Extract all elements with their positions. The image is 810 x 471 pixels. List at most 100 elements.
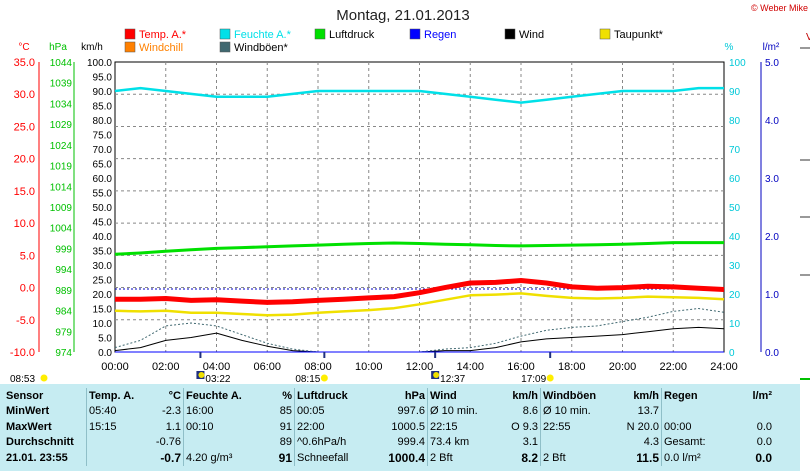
- axis-tick-label: -5.0: [16, 315, 35, 327]
- stats-cell: 1000.5: [391, 420, 425, 433]
- axis-tick-label: 40: [729, 232, 741, 243]
- axis-tick-label: 50: [729, 203, 741, 214]
- legend-label: Temp. A.*: [139, 29, 187, 41]
- legend-swatch: [124, 28, 136, 40]
- x-tick-label: 20:00: [609, 361, 637, 373]
- x-tick-label: 14:00: [456, 361, 484, 373]
- x-tick-label: 24:00: [710, 361, 738, 373]
- stats-header-row: Sensor Temp. A. °C Feuchte A.% Luftdruck hPa W…: [4, 388, 774, 404]
- stats-cell: O 9.3: [511, 420, 538, 433]
- axis-tick-label: 20.0: [14, 154, 35, 166]
- axis-tick-label: 70.0: [93, 145, 113, 156]
- stats-cell: 3.1: [522, 436, 538, 449]
- stats-row: MaxWert 15:15 1.1 00:10 91 22:00 1000.5 22:15 O …: [4, 419, 774, 435]
- axis-tick-label: 2.0: [765, 232, 779, 243]
- axis-tick-label: 0: [729, 348, 735, 359]
- axis-tick-label: 999: [55, 244, 72, 255]
- stats-cell: 00:05: [294, 403, 375, 419]
- axis-tick-label: 40.0: [93, 232, 113, 243]
- stats-cell: 999.4: [397, 436, 425, 449]
- stats-cell: 15:15: [86, 419, 141, 435]
- sun-icon: [40, 374, 48, 382]
- stats-cell: 22:00: [294, 419, 375, 435]
- pressure-axis-unit: hPa: [49, 42, 67, 53]
- stats-cell: Durchschnitt: [6, 436, 74, 449]
- stats-cell: -2.3: [162, 405, 181, 418]
- stats-cell: 16:00: [183, 403, 262, 419]
- series-line-temp-a: [115, 278, 725, 305]
- sun-moon-time: 08:15: [295, 374, 320, 384]
- sun-moon-time: 03:22: [205, 374, 230, 384]
- axis-tick-label: 15.0: [14, 186, 35, 198]
- series-line-taupunkt: [114, 292, 725, 317]
- stats-cell: [661, 403, 728, 419]
- stats-cell: 22:15: [427, 419, 490, 435]
- axis-tick-label: 90.0: [93, 87, 113, 98]
- statistics-panel: Sensor Temp. A. °C Feuchte A.% Luftdruck hPa W…: [0, 384, 800, 471]
- stats-cell: 05:40: [86, 403, 141, 419]
- stats-cell: MinWert: [6, 405, 50, 418]
- stats-cell: 73.4 km: [427, 434, 490, 450]
- humidity-axis-unit: %: [725, 42, 734, 53]
- legend-swatch: [504, 28, 516, 40]
- axis-tick-label: 1.0: [765, 290, 779, 301]
- axis-tick-label: 20.0: [93, 290, 113, 301]
- x-tick-label: 08:00: [304, 361, 332, 373]
- stats-cell: Gesamt:: [661, 434, 728, 450]
- stats-cell: Windböen: [540, 388, 609, 404]
- axis-tick-label: 10.0: [14, 218, 35, 230]
- statistics-table: Sensor Temp. A. °C Feuchte A.% Luftdruck hPa W…: [4, 388, 774, 466]
- stats-cell: 91: [278, 450, 292, 465]
- moon-glyph: [198, 372, 205, 378]
- x-tick-label: 00:00: [101, 361, 129, 373]
- stats-cell: 0.0: [756, 436, 772, 449]
- stats-cell: 22:55: [540, 419, 609, 435]
- rain-axis-unit: l/m²: [763, 42, 780, 53]
- copyright-text: © Weber Mike: [751, 3, 808, 13]
- axis-tick-label: 55.0: [93, 189, 113, 200]
- axis-tick-label: 10.0: [93, 319, 113, 330]
- right-edge-fragment: V: [800, 32, 810, 380]
- x-tick-label: 04:00: [203, 361, 231, 373]
- axis-tick-label: 1034: [50, 99, 73, 110]
- stats-cell: 1.1: [165, 420, 181, 433]
- x-tick-label: 18:00: [558, 361, 586, 373]
- axis-tick-label: 45.0: [93, 218, 113, 229]
- axis-tick-label: 5.0: [20, 250, 35, 262]
- sun-icon: [320, 374, 328, 382]
- stats-cell: -0.7: [160, 450, 181, 465]
- x-tick-label: 10:00: [355, 361, 383, 373]
- stats-cell: 8.2: [521, 450, 538, 465]
- stats-row: Durchschnitt -0.76 89 ^0.6hPa/h 999.4 73.4 km…: [4, 434, 774, 450]
- x-tick-label: 16:00: [507, 361, 535, 373]
- axis-tick-label: 100: [729, 58, 746, 69]
- stats-cell: Wind: [427, 388, 490, 404]
- axis-tick-label: 1044: [50, 58, 73, 69]
- axis-tick-label: 0.0: [765, 348, 779, 359]
- axis-tick-label: 35.0: [93, 247, 113, 258]
- axis-tick-label: -10.0: [10, 347, 35, 359]
- sun-moon-markers: 08:53 03:22 08:15 12:37 17:09: [10, 352, 554, 384]
- stats-cell: 11.5: [636, 450, 659, 465]
- stats-cell: 0.0: [755, 450, 772, 465]
- stats-cell: MaxWert: [6, 420, 52, 433]
- stats-cell: l/m²: [752, 389, 772, 402]
- chart-title: Montag, 21.01.2013: [336, 7, 469, 24]
- stats-cell: ^0.6hPa/h: [294, 434, 375, 450]
- stats-cell: 4.20 g/m³: [183, 450, 262, 466]
- x-tick-label: 12:00: [406, 361, 434, 373]
- stats-cell: %: [282, 389, 292, 402]
- stats-cell: Schneefall: [294, 450, 375, 466]
- axis-tick-label: 60.0: [93, 174, 113, 185]
- legend-swatch: [599, 28, 611, 40]
- axis-tick-label: 70: [729, 145, 741, 156]
- axis-tick-label: 30.0: [14, 89, 35, 101]
- legend-swatch: [219, 28, 231, 40]
- chart-legend: Temp. A.* Feuchte A.* Luftdruck Regen Wind Ta…: [124, 28, 664, 54]
- weather-chart: Montag, 21.01.2013 © Weber Mike Temp. A.…: [10, 3, 810, 384]
- legend-swatch: [124, 41, 136, 53]
- axis-tick-label: 5.0: [98, 334, 112, 345]
- sun-moon-time: 12:37: [440, 374, 465, 384]
- axis-tick-label: 30.0: [93, 261, 113, 272]
- axis-tick-label: 15.0: [93, 305, 113, 316]
